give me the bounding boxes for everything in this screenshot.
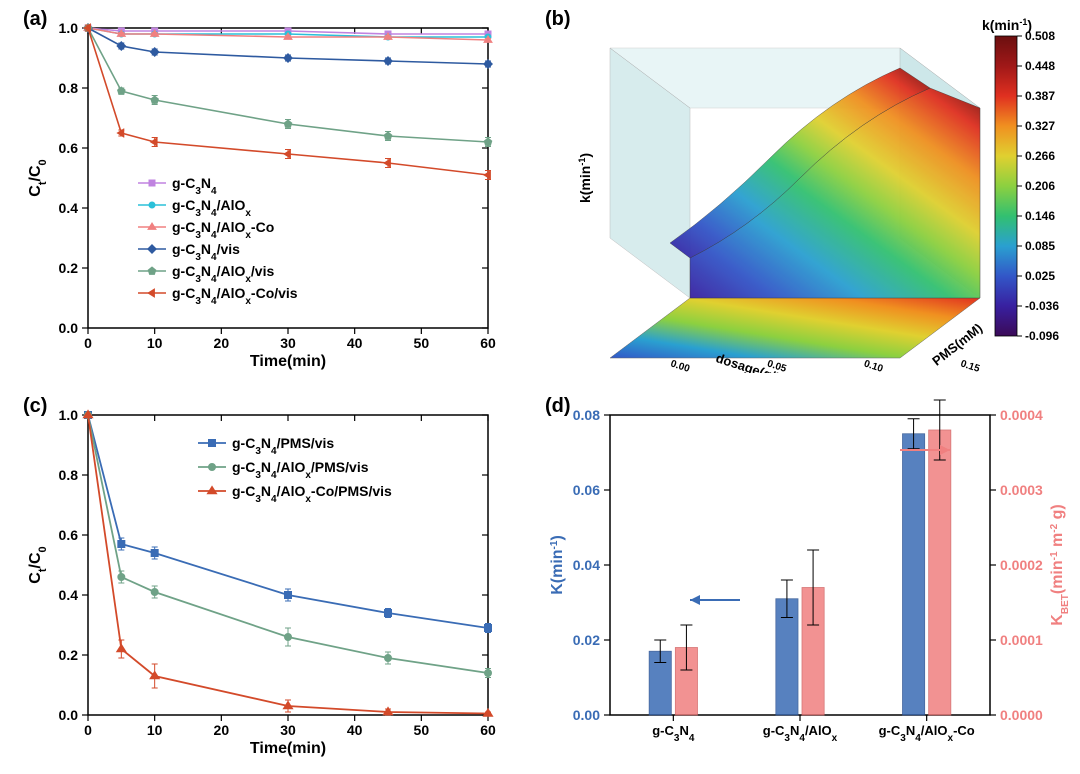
- svg-text:0.10: 0.10: [862, 358, 884, 373]
- floor-contour: [610, 298, 980, 358]
- svg-text:50: 50: [414, 722, 430, 738]
- svg-text:0.0: 0.0: [59, 707, 79, 723]
- svg-text:0.387: 0.387: [1025, 89, 1055, 103]
- svg-text:1.0: 1.0: [59, 407, 79, 423]
- plot-border-a: [88, 28, 488, 328]
- ylabel-c: Ct/C0: [27, 546, 49, 583]
- svg-text:0.025: 0.025: [1025, 269, 1055, 283]
- svg-text:0.8: 0.8: [59, 80, 79, 96]
- svg-text:20: 20: [214, 335, 230, 351]
- svg-text:0.085: 0.085: [1025, 239, 1055, 253]
- panel-label-d: (d): [545, 395, 571, 418]
- svg-text:0.04: 0.04: [573, 557, 600, 573]
- svg-text:1.0: 1.0: [59, 20, 79, 36]
- colorbar: [995, 36, 1017, 336]
- panel-label-a: (a): [23, 8, 47, 31]
- svg-text:0.08: 0.08: [573, 407, 600, 423]
- ylabel-d-right: KBET(min-1 m-2 g): [1049, 504, 1071, 625]
- zlabel-b: k(min-1): [577, 153, 593, 203]
- svg-text:30: 30: [280, 335, 296, 351]
- svg-text:0.00: 0.00: [669, 358, 691, 373]
- panel-d: (d) 0.000.020.040.060.080.00000.00010.00…: [540, 395, 1070, 760]
- xlabel-a: Time(min): [250, 353, 326, 370]
- svg-text:0.6: 0.6: [59, 140, 79, 156]
- panel-b: (b): [540, 8, 1070, 373]
- svg-text:50: 50: [414, 335, 430, 351]
- ylabel-d-left: K(min-1): [549, 535, 567, 595]
- svg-text:0.0004: 0.0004: [1000, 407, 1043, 423]
- svg-text:0.06: 0.06: [573, 482, 600, 498]
- svg-text:0.15: 0.15: [959, 358, 981, 373]
- svg-text:g-C3N4/AlOx: g-C3N4/AlOx: [763, 723, 838, 744]
- svg-text:0.206: 0.206: [1025, 179, 1055, 193]
- svg-text:40: 40: [347, 335, 363, 351]
- panel-a-svg: 01020304050600.00.20.40.60.81.0 g-C3N4g-…: [18, 8, 518, 373]
- svg-text:-0.096: -0.096: [1025, 329, 1059, 343]
- svg-text:40: 40: [347, 722, 363, 738]
- svg-text:g-C3N4/AlOx-Co: g-C3N4/AlOx-Co: [879, 723, 975, 744]
- svg-text:0.6: 0.6: [59, 527, 79, 543]
- multi-panel-figure: (a) 0 10 20 30 40 50 60 0.0 0.2 0.4 0.6 0.8 1.0 g-C3…: [0, 0, 1080, 774]
- svg-text:0: 0: [84, 335, 92, 351]
- panel-a: (a) 01020304050600.00.20.40.60.81.0 g-C3…: [18, 8, 518, 373]
- svg-text:0.146: 0.146: [1025, 209, 1055, 223]
- svg-text:0.0002: 0.0002: [1000, 557, 1043, 573]
- svg-text:0.4: 0.4: [59, 587, 79, 603]
- svg-text:10: 10: [147, 722, 163, 738]
- svg-text:0.0001: 0.0001: [1000, 632, 1043, 648]
- svg-text:0.0003: 0.0003: [1000, 482, 1043, 498]
- panel-b-svg: k(min-1) dosage(g/L) PMS(mM) 0.000.050.1…: [540, 8, 1070, 373]
- panel-label-c: (c): [23, 395, 47, 418]
- svg-text:0.2: 0.2: [59, 260, 79, 276]
- svg-text:-0.036: -0.036: [1025, 299, 1059, 313]
- panel-c: (c) 01020304050600.00.20.40.60.81.0 g-C3…: [18, 395, 518, 760]
- svg-text:10: 10: [147, 335, 163, 351]
- svg-text:60: 60: [480, 722, 496, 738]
- svg-text:0: 0: [84, 722, 92, 738]
- svg-text:0.508: 0.508: [1025, 29, 1055, 43]
- svg-text:0.0000: 0.0000: [1000, 707, 1043, 723]
- panel-label-b: (b): [545, 8, 571, 31]
- svg-text:0.448: 0.448: [1025, 59, 1055, 73]
- ylabel-a: Ct/C0: [27, 159, 49, 196]
- svg-text:0.02: 0.02: [573, 632, 600, 648]
- xlabel-c: Time(min): [250, 740, 326, 757]
- svg-text:0.266: 0.266: [1025, 149, 1055, 163]
- panel-c-svg: 01020304050600.00.20.40.60.81.0 g-C3N4/P…: [18, 395, 518, 760]
- svg-text:0.8: 0.8: [59, 467, 79, 483]
- svg-text:0.2: 0.2: [59, 647, 79, 663]
- svg-text:0.327: 0.327: [1025, 119, 1055, 133]
- svg-text:0.0: 0.0: [59, 320, 79, 336]
- panel-d-svg: 0.00 0.02 0.04 0.06 0.08 0.0000 0.0001 0.0002 0.…: [540, 395, 1070, 760]
- svg-text:30: 30: [280, 722, 296, 738]
- svg-text:g-C3N4: g-C3N4: [652, 723, 695, 744]
- svg-text:0.4: 0.4: [59, 200, 79, 216]
- svg-text:60: 60: [480, 335, 496, 351]
- svg-text:20: 20: [214, 722, 230, 738]
- svg-text:0.00: 0.00: [573, 707, 600, 723]
